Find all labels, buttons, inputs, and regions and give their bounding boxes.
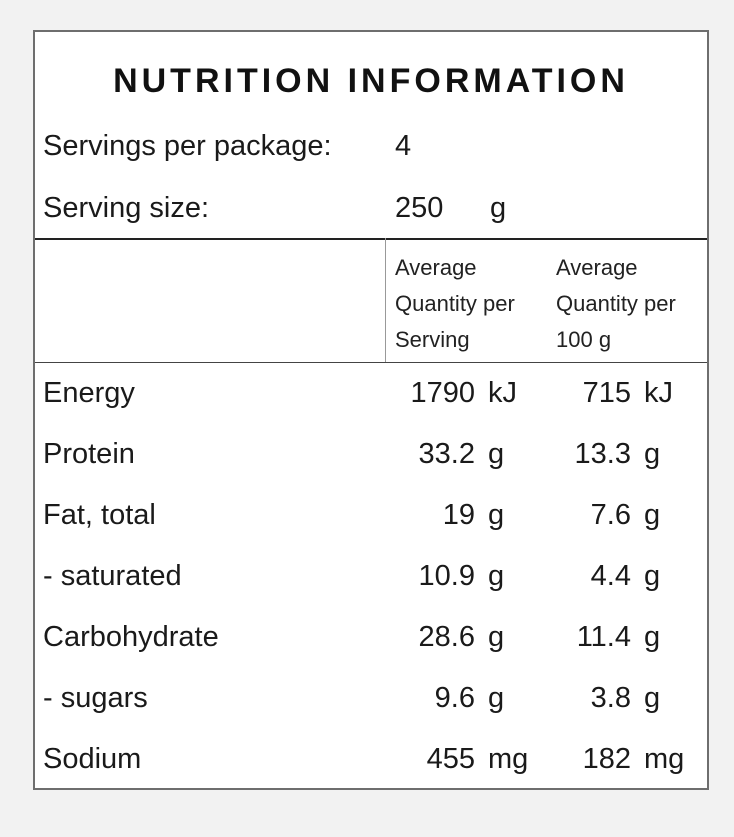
nutrient-per100-unit: g [644, 621, 661, 653]
nutrient-per100-value: 11.4 [576, 621, 631, 653]
header-per-serving: Average Quantity per Serving [395, 250, 515, 358]
nutrient-serving-value: 33.2 [418, 438, 475, 470]
header-bottom-rule [35, 362, 707, 363]
nutrition-panel: NUTRITION INFORMATION Servings per packa… [33, 30, 709, 790]
nutrient-serving-value: 1790 [410, 377, 475, 409]
nutrient-serving-unit: g [488, 499, 505, 531]
nutrient-per100-value: 715 [582, 377, 631, 409]
header-per-serving-line-3: Serving [395, 327, 470, 352]
nutrient-name: - saturated [43, 560, 182, 592]
nutrient-name: Protein [43, 438, 135, 470]
servings-per-package-label: Servings per package: [43, 130, 332, 162]
nutrient-serving-value: 19 [442, 499, 475, 531]
nutrient-per100-unit: kJ [644, 377, 673, 409]
nutrient-serving-unit: g [488, 682, 505, 714]
nutrient-name: Sodium [43, 743, 142, 775]
nutrient-name: Fat, total [43, 499, 156, 531]
nutrient-per100-unit: g [644, 499, 661, 531]
header-per-serving-line-2: Quantity per [395, 291, 515, 316]
serving-size-label: Serving size: [43, 192, 210, 224]
header-column-divider [385, 238, 386, 362]
nutrient-serving-unit: g [488, 438, 505, 470]
nutrient-serving-value: 455 [426, 743, 475, 775]
nutrient-serving-value: 28.6 [418, 621, 475, 653]
nutrient-serving-value: 9.6 [434, 682, 475, 714]
nutrient-serving-unit: g [488, 621, 505, 653]
nutrient-serving-unit: mg [488, 743, 529, 775]
serving-size-unit: g [490, 192, 507, 224]
header-per-100g-line-3: 100 g [556, 327, 612, 352]
nutrient-per100-value: 4.4 [590, 560, 631, 592]
nutrient-name: - sugars [43, 682, 148, 714]
header-per-serving-line-1: Average [395, 255, 477, 280]
nutrient-per100-unit: mg [644, 743, 685, 775]
nutrient-serving-value: 10.9 [418, 560, 475, 592]
nutrient-per100-value: 7.6 [590, 499, 631, 531]
servings-per-package-value: 4 [395, 130, 412, 162]
nutrient-per100-unit: g [644, 438, 661, 470]
nutrient-name: Energy [43, 377, 135, 409]
nutrient-serving-unit: kJ [488, 377, 517, 409]
serving-size-value: 250 [395, 192, 444, 224]
nutrient-per100-value: 3.8 [590, 682, 631, 714]
header-per-100g-line-2: Quantity per [556, 291, 676, 316]
header-top-rule [35, 238, 707, 240]
header-per-100g: Average Quantity per 100 g [556, 250, 676, 358]
nutrient-name: Carbohydrate [43, 621, 219, 653]
header-per-100g-line-1: Average [556, 255, 638, 280]
nutrient-per100-unit: g [644, 560, 661, 592]
nutrient-per100-value: 13.3 [574, 438, 631, 470]
nutrient-per100-value: 182 [582, 743, 631, 775]
panel-title: NUTRITION INFORMATION [113, 62, 629, 100]
nutrient-per100-unit: g [644, 682, 661, 714]
nutrient-serving-unit: g [488, 560, 505, 592]
